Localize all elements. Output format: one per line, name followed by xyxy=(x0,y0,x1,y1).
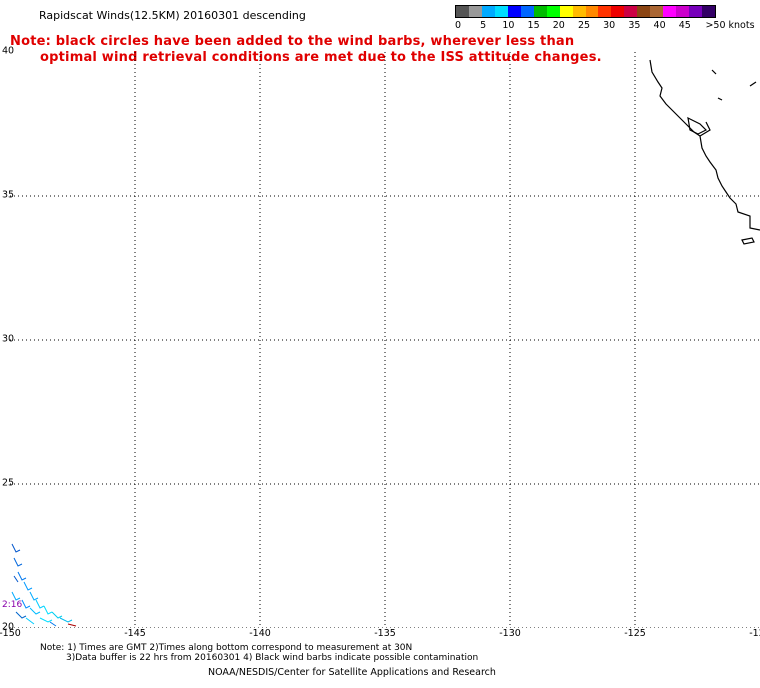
wind-barb xyxy=(67,623,77,627)
colorbar-label: 10 xyxy=(502,20,515,31)
wind-barb xyxy=(11,591,21,601)
colorbar-swatch xyxy=(456,6,469,17)
colorbar-swatch xyxy=(585,6,599,17)
colorbar-label: 5 xyxy=(480,20,487,31)
wind-barbs xyxy=(11,543,77,627)
colorbar-swatch xyxy=(611,6,625,17)
colorbar-label: 15 xyxy=(527,20,540,31)
footnote-line-2: 3)Data buffer is 22 hrs from 20160301 4)… xyxy=(66,653,479,663)
california-coast xyxy=(649,59,760,231)
colorbar-label: 45 xyxy=(678,20,691,31)
colorbar-swatch xyxy=(546,6,560,17)
wind-barb xyxy=(15,611,27,619)
latitude-label: 30 xyxy=(2,333,15,345)
colorbar-label: 25 xyxy=(577,20,591,31)
map-title: Rapidscat Winds(12.5KM) 20160301 descend… xyxy=(39,9,306,22)
wind-barb xyxy=(13,575,19,583)
longitude-label: -135 xyxy=(374,628,396,639)
attitude-note: Note: black circles have been added to t… xyxy=(10,34,602,66)
wind-barb xyxy=(17,571,27,581)
note-line-1: Note: black circles have been added to t… xyxy=(10,34,575,49)
wind-barb xyxy=(25,617,35,625)
sf-bay xyxy=(687,116,708,135)
bay-inlet xyxy=(699,121,711,137)
colorbar-swatch xyxy=(520,6,534,17)
colorbar-label: 30 xyxy=(603,20,616,31)
longitude-label: -130 xyxy=(499,628,521,639)
latitude-label: 40 xyxy=(2,45,15,57)
colorbar-swatch xyxy=(468,6,482,17)
latitude-label: 35 xyxy=(2,189,15,201)
longitude-label: -140 xyxy=(249,628,271,639)
colorbar-swatch xyxy=(676,6,690,17)
wind-speed-colorbar xyxy=(455,5,716,18)
wind-barb xyxy=(13,557,23,567)
colorbar-label: >50 knots xyxy=(705,20,755,31)
lat-lon-grid xyxy=(10,52,760,628)
colorbar-label: 35 xyxy=(628,20,641,31)
longitude-label: -145 xyxy=(124,628,146,639)
coast-bit-3 xyxy=(749,81,757,87)
latitude-label: 25 xyxy=(2,477,15,489)
colorbar-swatch xyxy=(494,6,508,17)
colorbar-label: 0 xyxy=(454,20,462,31)
channel-island xyxy=(741,237,755,245)
time-label: 2:16 xyxy=(2,600,23,610)
longitude-label: -125 xyxy=(624,628,646,639)
colorbar-swatch xyxy=(481,6,495,17)
colorbar-swatch xyxy=(702,6,716,17)
colorbar-label: 20 xyxy=(552,20,565,31)
wind-barb xyxy=(43,605,53,615)
colorbar-swatch xyxy=(663,6,677,17)
wind-barb xyxy=(29,591,39,601)
credit-line: NOAA/NESDIS/Center for Satellite Applica… xyxy=(208,667,496,678)
wind-barb xyxy=(29,607,41,615)
wind-barb xyxy=(49,621,57,627)
colorbar-swatch xyxy=(533,6,547,17)
latitude-label: 20 xyxy=(2,621,15,633)
longitude-label: -120 xyxy=(749,628,760,639)
colorbar-swatch xyxy=(507,6,521,17)
longitude-label: -150 xyxy=(0,628,21,639)
wind-barb xyxy=(21,599,31,609)
wind-barb xyxy=(51,611,63,619)
colorbar-swatch xyxy=(559,6,573,17)
wind-barb xyxy=(11,543,21,553)
coastline xyxy=(649,59,760,245)
colorbar-swatch xyxy=(689,6,703,17)
wind-barb xyxy=(39,617,53,623)
wind-barb xyxy=(35,599,45,609)
wind-map xyxy=(10,52,760,628)
coast-bit-1 xyxy=(711,69,717,75)
colorbar-label: 40 xyxy=(653,20,666,31)
colorbar-swatch xyxy=(598,6,612,17)
colorbar-swatch xyxy=(624,6,638,17)
note-line-2: optimal wind retrieval conditions are me… xyxy=(40,50,602,65)
footnote-line-1: Note: 1) Times are GMT 2)Times along bot… xyxy=(40,643,413,653)
colorbar-swatch xyxy=(572,6,586,17)
colorbar-swatch xyxy=(650,6,664,17)
coast-bit-2 xyxy=(717,97,723,101)
wind-barb xyxy=(23,581,33,591)
colorbar-swatch xyxy=(637,6,651,17)
wind-barb xyxy=(59,617,73,623)
